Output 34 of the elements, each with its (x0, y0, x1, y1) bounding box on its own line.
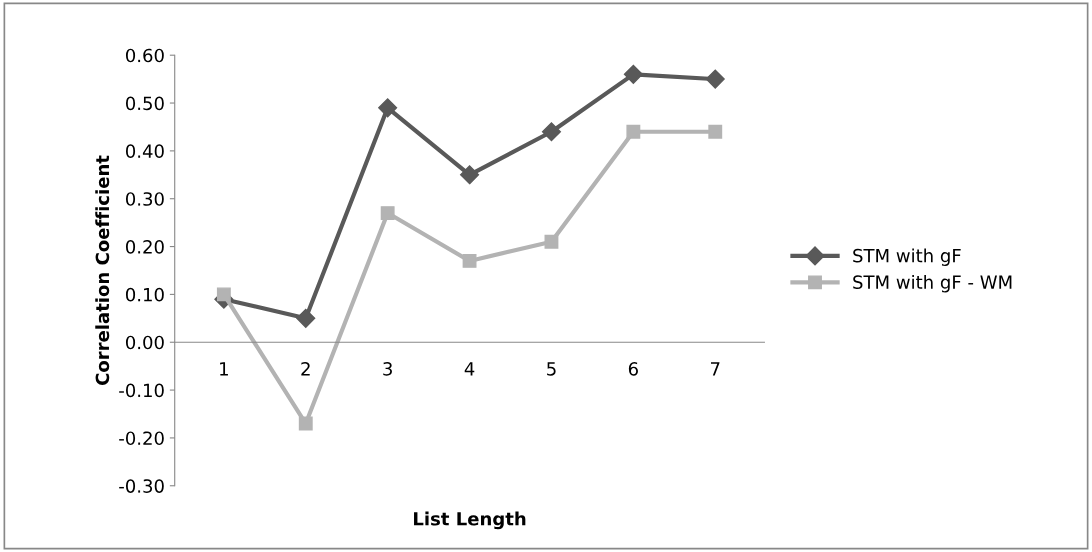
y-axis-title: Correlation Coefficient (95, 155, 110, 386)
y-tick-label: -0.30 (119, 479, 164, 493)
y-tick-label: 0.50 (125, 96, 164, 111)
point (626, 124, 641, 139)
point (380, 206, 395, 221)
y-tick-label: 0.30 (125, 192, 164, 206)
x-tick-label: 3 (383, 362, 392, 376)
point (216, 287, 231, 302)
point (378, 98, 398, 118)
x-tick-label: 4 (464, 362, 475, 376)
y-tick-label: 0.40 (125, 144, 164, 158)
y-tick-label: -0.10 (119, 383, 164, 398)
x-tick-label: 1 (220, 362, 228, 376)
x-axis-title: List Length (414, 511, 526, 530)
y-tick-label: 0.60 (125, 48, 164, 63)
x-tick-label: 5 (547, 362, 556, 376)
y-tick-label: 0.00 (125, 335, 164, 350)
point (462, 253, 477, 268)
point (708, 124, 723, 139)
x-tick-label: 6 (628, 362, 638, 376)
legend-label: STM with gF (853, 248, 961, 266)
x-tick-label: 7 (711, 362, 720, 376)
point (544, 234, 559, 249)
y-tick-label: 0.10 (125, 287, 164, 302)
point (296, 308, 316, 328)
y-tick-label: 0.20 (125, 240, 164, 254)
point (460, 165, 480, 185)
point (541, 122, 561, 142)
point (705, 69, 725, 89)
point (623, 64, 643, 84)
legend-label: STM with gF - WM (853, 274, 1012, 293)
y-tick-label: -0.20 (119, 431, 164, 446)
point (298, 416, 313, 431)
x-tick-label: 2 (301, 362, 310, 376)
